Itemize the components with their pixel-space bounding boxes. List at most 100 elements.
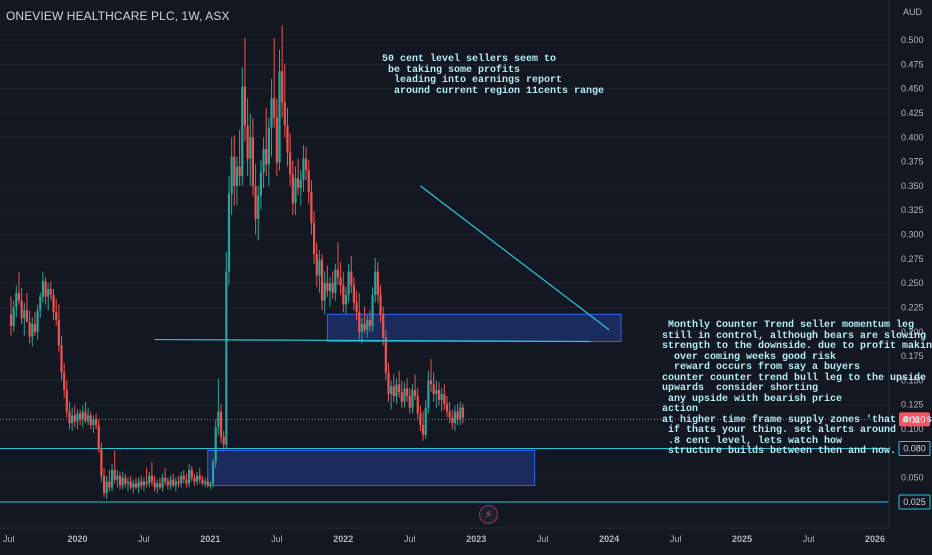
candle-body <box>342 285 345 305</box>
candle <box>198 467 201 484</box>
time-tick-label: Jul <box>537 534 549 544</box>
candle-body <box>382 314 385 338</box>
candle-body <box>94 419 98 426</box>
time-tick-label: 2023 <box>466 534 486 544</box>
lightning-icon[interactable]: ⚡ <box>479 505 498 524</box>
candle-body <box>227 193 231 272</box>
candle <box>73 405 76 428</box>
price-axis[interactable]: 0.500 0.475 0.450 0.425 0.400 0.375 0.350 0.325… <box>901 35 924 483</box>
candle <box>94 413 98 430</box>
candle-body <box>419 413 422 426</box>
candle-body <box>283 102 286 126</box>
candle <box>360 318 364 344</box>
candle <box>265 108 268 177</box>
candle-body <box>225 271 228 445</box>
candle <box>347 263 350 303</box>
candle <box>259 160 262 210</box>
candle <box>358 292 361 340</box>
candle-body <box>60 345 63 373</box>
candle-body <box>289 152 292 175</box>
candle-body <box>142 481 146 486</box>
candle-body <box>294 178 297 204</box>
candle <box>161 473 164 492</box>
price-tick-label: 0.250 <box>901 278 924 288</box>
candle <box>76 409 79 430</box>
candle-body <box>177 481 180 484</box>
candle <box>254 164 257 235</box>
candle <box>124 473 127 488</box>
candle <box>39 292 42 319</box>
candle <box>283 63 286 138</box>
candle <box>406 378 409 402</box>
candle <box>57 304 60 352</box>
candle <box>211 458 215 488</box>
candle <box>323 271 326 315</box>
candle <box>419 405 422 431</box>
candle <box>206 477 209 488</box>
top-annotation[interactable]: 50 cent level sellers seem to be taking … <box>382 54 605 97</box>
badge-label: 0.080 <box>903 444 926 454</box>
candle-body <box>310 191 313 223</box>
candle <box>275 98 278 177</box>
candle-body <box>406 388 409 396</box>
candle <box>158 477 161 490</box>
candle-body <box>156 483 159 488</box>
candle <box>105 475 108 500</box>
candle-body <box>222 436 225 445</box>
candle-body <box>209 483 212 486</box>
zones <box>207 313 622 486</box>
candle <box>166 477 169 490</box>
candle-body <box>81 411 84 420</box>
candle <box>336 242 340 286</box>
candle <box>17 271 21 305</box>
candle-body <box>384 337 387 373</box>
candle <box>278 49 281 171</box>
candle <box>20 288 23 325</box>
price-tick-label: 0.475 <box>901 59 924 69</box>
candle <box>225 252 228 449</box>
candle-body <box>355 302 358 313</box>
candle <box>65 380 68 418</box>
price-tick-label: 0.200 <box>901 327 924 337</box>
candle-body <box>126 481 130 484</box>
trendline <box>154 338 591 343</box>
candle-body <box>238 166 241 177</box>
price-tick-label: 0.100 <box>901 424 924 434</box>
candle-body <box>331 283 334 293</box>
candle <box>116 469 119 488</box>
candle-body <box>214 427 217 463</box>
price-tick-label: 0.175 <box>901 351 924 361</box>
candle <box>334 263 337 301</box>
candle <box>416 388 419 420</box>
candle <box>153 475 156 492</box>
badge-label: 0.110 <box>904 414 926 424</box>
candle-body <box>118 475 122 486</box>
candle <box>209 481 212 490</box>
candle <box>432 372 435 402</box>
supply-demand-zone <box>326 313 622 343</box>
price-tick-label: 0.125 <box>901 400 924 410</box>
candle <box>49 281 52 301</box>
candle <box>363 306 366 334</box>
price-tick-label: 0.350 <box>901 181 924 191</box>
candle <box>193 473 196 486</box>
candle-body <box>158 483 161 488</box>
candle-body <box>195 475 199 482</box>
candle-body <box>84 411 87 422</box>
candle <box>81 405 84 428</box>
candle <box>312 211 316 264</box>
time-axis[interactable]: Jul 2020 Jul 2021 Jul 2022 Jul 2023 Jul 2024 Jul 20… <box>3 534 885 544</box>
candle-body <box>190 469 193 478</box>
candle-body <box>97 425 100 449</box>
candle <box>60 335 63 381</box>
candle-body <box>110 469 114 488</box>
candle-body <box>398 384 401 393</box>
candle-body <box>334 269 337 293</box>
candle <box>134 477 138 490</box>
candle <box>390 380 393 410</box>
candle-body <box>79 413 82 420</box>
candle-body <box>432 384 435 395</box>
right-annotation[interactable]: Monthly Counter Trend seller momentum le… <box>662 320 932 457</box>
